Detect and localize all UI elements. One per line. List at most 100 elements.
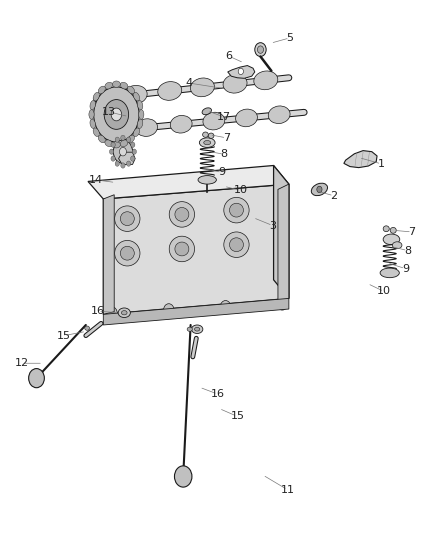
Polygon shape bbox=[103, 195, 114, 314]
Text: 15: 15 bbox=[57, 330, 71, 341]
Ellipse shape bbox=[137, 100, 143, 110]
Text: 16: 16 bbox=[91, 306, 105, 316]
Ellipse shape bbox=[85, 326, 89, 330]
Circle shape bbox=[28, 368, 44, 387]
Text: 14: 14 bbox=[88, 175, 102, 185]
Ellipse shape bbox=[230, 203, 244, 217]
Polygon shape bbox=[103, 298, 289, 325]
Text: 5: 5 bbox=[286, 33, 293, 43]
Text: 17: 17 bbox=[217, 112, 231, 122]
Circle shape bbox=[115, 137, 120, 142]
Ellipse shape bbox=[90, 100, 95, 110]
Ellipse shape bbox=[236, 109, 258, 127]
Ellipse shape bbox=[268, 106, 290, 124]
Text: 6: 6 bbox=[225, 51, 232, 61]
Text: 16: 16 bbox=[211, 389, 225, 399]
Circle shape bbox=[127, 137, 131, 142]
Ellipse shape bbox=[199, 138, 215, 148]
Ellipse shape bbox=[123, 85, 147, 104]
Ellipse shape bbox=[380, 268, 399, 278]
Circle shape bbox=[127, 161, 131, 166]
Ellipse shape bbox=[191, 78, 214, 96]
Ellipse shape bbox=[203, 132, 208, 138]
Text: 8: 8 bbox=[221, 149, 228, 159]
Circle shape bbox=[131, 156, 135, 161]
Ellipse shape bbox=[120, 212, 134, 225]
Circle shape bbox=[220, 301, 231, 313]
Ellipse shape bbox=[89, 110, 94, 119]
Circle shape bbox=[115, 161, 120, 166]
Ellipse shape bbox=[127, 86, 134, 94]
Circle shape bbox=[238, 68, 244, 75]
Circle shape bbox=[111, 108, 122, 121]
Text: 7: 7 bbox=[223, 133, 230, 143]
Text: 8: 8 bbox=[404, 246, 411, 255]
Polygon shape bbox=[119, 152, 135, 165]
Text: 13: 13 bbox=[102, 107, 116, 117]
Ellipse shape bbox=[120, 246, 134, 260]
Ellipse shape bbox=[120, 140, 128, 147]
Ellipse shape bbox=[198, 175, 216, 184]
Ellipse shape bbox=[390, 228, 396, 233]
Ellipse shape bbox=[208, 133, 214, 139]
Polygon shape bbox=[103, 184, 289, 314]
Ellipse shape bbox=[203, 112, 225, 130]
Text: 10: 10 bbox=[234, 185, 248, 196]
Ellipse shape bbox=[191, 325, 203, 334]
Text: 9: 9 bbox=[402, 264, 409, 273]
Ellipse shape bbox=[105, 140, 113, 147]
Circle shape bbox=[111, 156, 115, 161]
Ellipse shape bbox=[224, 232, 249, 257]
Ellipse shape bbox=[158, 82, 182, 100]
Ellipse shape bbox=[134, 92, 140, 101]
Ellipse shape bbox=[98, 86, 105, 94]
Ellipse shape bbox=[121, 311, 127, 315]
Circle shape bbox=[174, 466, 192, 487]
Ellipse shape bbox=[175, 242, 189, 256]
Text: 4: 4 bbox=[186, 78, 193, 88]
Circle shape bbox=[121, 135, 125, 141]
Ellipse shape bbox=[169, 236, 194, 262]
Polygon shape bbox=[88, 165, 289, 199]
Text: 10: 10 bbox=[377, 286, 391, 296]
Text: 12: 12 bbox=[14, 358, 29, 368]
Text: 2: 2 bbox=[330, 191, 337, 201]
Ellipse shape bbox=[137, 119, 143, 128]
Polygon shape bbox=[274, 165, 289, 298]
Ellipse shape bbox=[120, 82, 128, 89]
Ellipse shape bbox=[105, 82, 113, 89]
Ellipse shape bbox=[98, 135, 105, 143]
Ellipse shape bbox=[93, 92, 99, 101]
Ellipse shape bbox=[139, 110, 144, 119]
Polygon shape bbox=[344, 151, 377, 167]
Ellipse shape bbox=[90, 119, 95, 128]
Circle shape bbox=[132, 149, 137, 155]
Ellipse shape bbox=[223, 75, 247, 93]
Ellipse shape bbox=[113, 81, 120, 87]
Ellipse shape bbox=[311, 183, 328, 196]
Circle shape bbox=[110, 149, 114, 155]
Circle shape bbox=[317, 186, 322, 192]
Ellipse shape bbox=[194, 327, 200, 331]
Ellipse shape bbox=[175, 207, 189, 221]
Ellipse shape bbox=[115, 240, 140, 266]
Ellipse shape bbox=[118, 308, 131, 318]
Ellipse shape bbox=[136, 119, 158, 136]
Ellipse shape bbox=[254, 71, 278, 90]
Circle shape bbox=[258, 46, 264, 53]
Ellipse shape bbox=[383, 226, 389, 232]
Polygon shape bbox=[228, 66, 255, 78]
Text: 11: 11 bbox=[281, 485, 294, 495]
Text: 9: 9 bbox=[219, 167, 226, 177]
Text: 15: 15 bbox=[230, 411, 244, 422]
Ellipse shape bbox=[230, 238, 244, 252]
Ellipse shape bbox=[134, 128, 140, 136]
Ellipse shape bbox=[169, 201, 194, 227]
Ellipse shape bbox=[202, 108, 212, 115]
Ellipse shape bbox=[383, 234, 400, 245]
Polygon shape bbox=[278, 184, 289, 304]
Ellipse shape bbox=[115, 206, 140, 231]
Circle shape bbox=[111, 142, 115, 148]
Text: 1: 1 bbox=[378, 159, 385, 169]
Ellipse shape bbox=[113, 142, 120, 148]
